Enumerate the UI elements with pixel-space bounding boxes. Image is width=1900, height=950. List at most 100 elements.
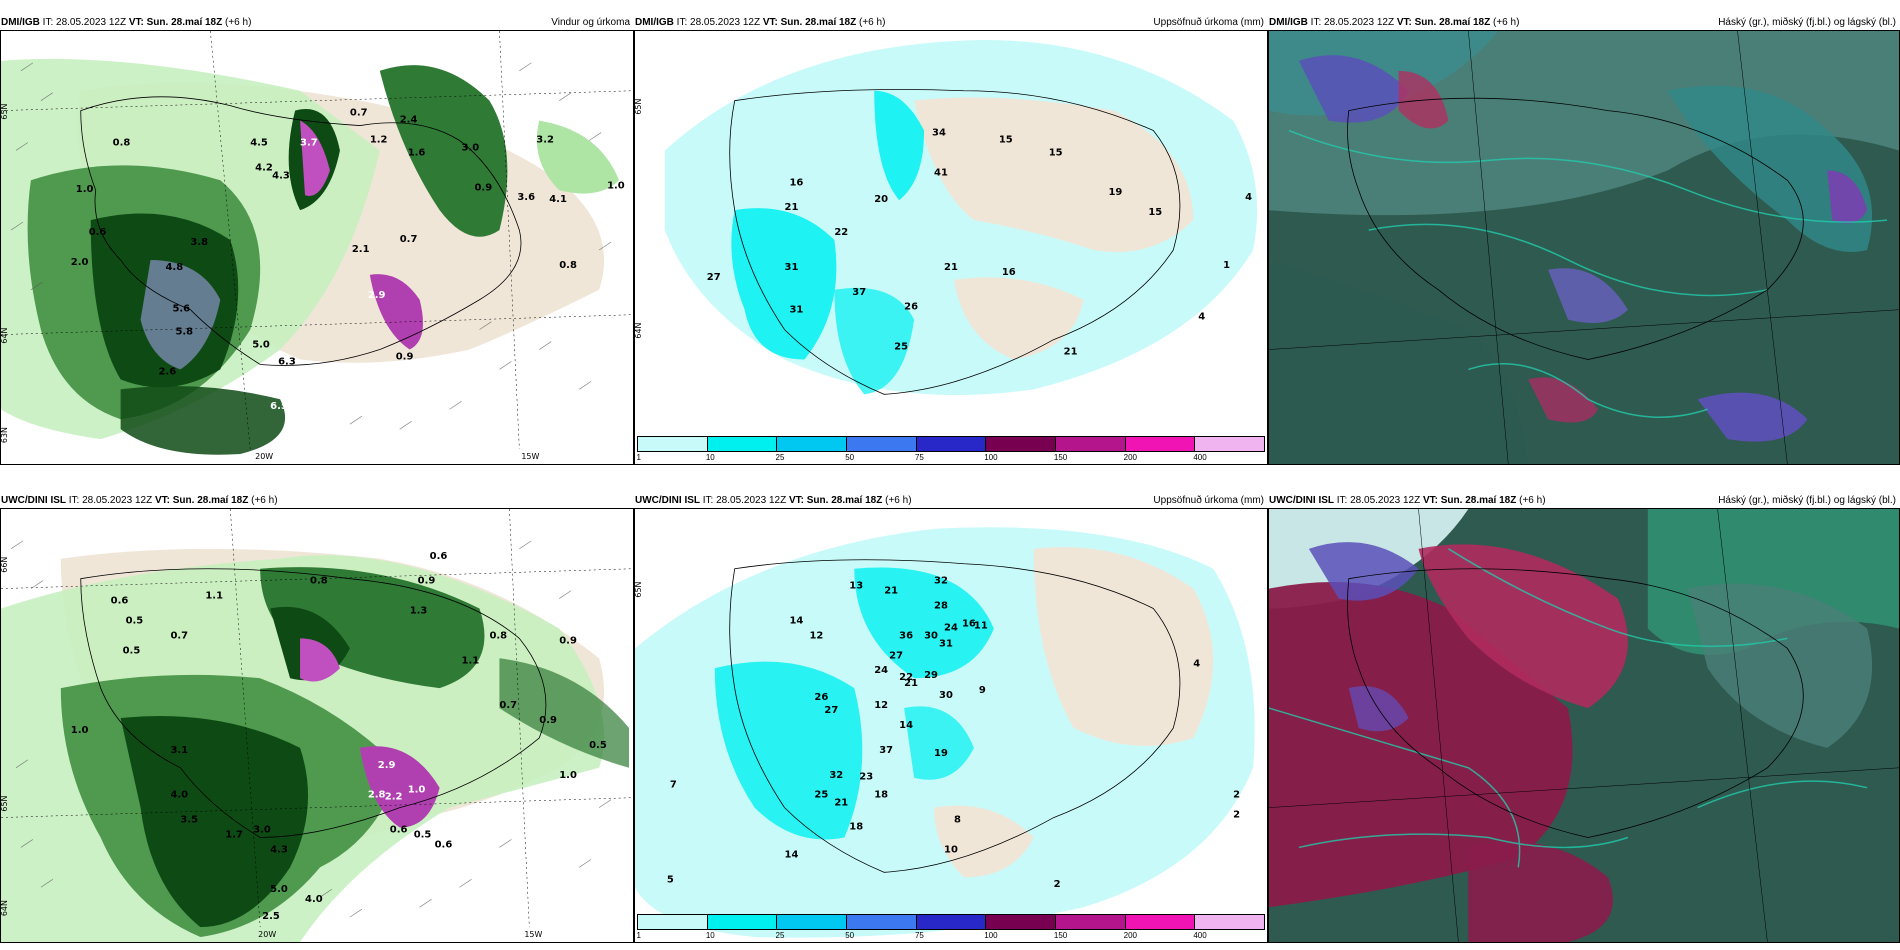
svg-text:2.8: 2.8 [368,790,386,801]
svg-text:63N: 63N [1,427,9,443]
svg-text:0.9: 0.9 [396,351,414,362]
colorbar-tick: 75 [914,453,924,462]
swatch [707,437,778,451]
svg-text:2.1: 2.1 [352,244,370,255]
svg-text:64N: 64N [1,327,9,343]
swatch [1056,437,1126,451]
svg-text:3.0: 3.0 [462,142,480,153]
svg-text:21: 21 [944,262,958,273]
svg-text:37: 37 [852,287,866,298]
svg-text:23: 23 [859,772,873,783]
panel-header: DMI/IGB IT: 28.05.2023 12Z VT: Sun. 28.m… [1,17,630,28]
svg-text:3.7: 3.7 [300,137,318,148]
svg-text:2: 2 [1233,790,1240,801]
svg-text:64N: 64N [1,900,9,916]
svg-text:2.6: 2.6 [159,366,177,377]
svg-text:34: 34 [932,128,946,139]
map-frame: 0.8 1.0 0.6 2.0 4.5 4.2 4.3 3.7 0.7 1.2 2.4 1.6 … [0,30,634,465]
svg-text:16: 16 [790,177,804,188]
colorbar-tick: 75 [914,931,924,940]
colorbar-tick: 400 [1193,931,1207,940]
colorbar-tick: 400 [1193,453,1207,462]
swatch [986,915,1057,929]
colorbar-tick: 100 [984,931,998,940]
svg-text:66N: 66N [1,557,9,573]
svg-text:4.0: 4.0 [170,790,188,801]
svg-text:15: 15 [1148,207,1162,218]
svg-text:0.8: 0.8 [113,137,131,148]
map-frame: 13 21 32 28 24 16 11 14 30 31 36 12 27 24 22 29 30 2… [634,508,1268,943]
wind-precip-map: 0.60.60.9 0.81.10.5 0.70.50.9 1.03.14.0 … [1,509,633,942]
colorbar-tick: 25 [775,453,785,462]
swatch [638,915,708,929]
svg-text:3.0: 3.0 [253,825,271,836]
svg-text:19: 19 [934,748,948,759]
svg-text:3.5: 3.5 [180,815,198,826]
svg-text:3.1: 3.1 [170,745,188,756]
colorbar-ticks: 1 10 25 50 75 100 150 200 400 [637,453,1265,463]
panel-header: UWC/DINI ISL IT: 28.05.2023 12Z VT: Sun.… [1,495,278,506]
svg-text:4.0: 4.0 [305,894,323,905]
svg-text:32: 32 [934,576,948,587]
colorbar-tick: 200 [1123,931,1137,940]
svg-text:28: 28 [934,601,948,612]
colorbar-tick: 10 [705,453,715,462]
map-frame: 34 41 15 15 16 20 19 15 21 22 4 27 31 21 16 1 37 31 … [634,30,1268,465]
swatch [638,437,708,451]
svg-text:30: 30 [939,690,953,701]
svg-text:14: 14 [899,720,913,731]
svg-text:4: 4 [1245,192,1252,203]
svg-text:1.2: 1.2 [370,134,388,145]
colorbar-tick: 50 [845,931,855,940]
colorbar-tick: 200 [1123,453,1137,462]
svg-text:22: 22 [899,672,913,683]
colorbar-tick: 25 [775,931,785,940]
svg-text:0.8: 0.8 [310,576,328,587]
swatch [986,437,1057,451]
svg-text:26: 26 [904,302,918,313]
panel-header: DMI/IGB IT: 28.05.2023 12Z VT: Sun. 28.m… [635,17,1264,28]
swatch [1195,437,1265,451]
swatch [847,437,917,451]
cloud-cover-map [1269,509,1899,942]
colorbar-tick: 1 [636,931,642,940]
svg-text:2.9: 2.9 [368,290,386,301]
panel-uwc-cloud-cover: UWC/DINI ISL IT: 28.05.2023 12Z VT: Sun.… [1268,493,1900,943]
svg-text:10: 10 [944,844,958,855]
svg-text:18: 18 [849,822,863,833]
svg-text:15W: 15W [524,930,542,939]
swatch [1195,915,1265,929]
svg-text:0.9: 0.9 [539,715,557,726]
svg-text:1.3: 1.3 [410,606,428,617]
swatch [847,915,917,929]
svg-text:25: 25 [814,790,828,801]
svg-text:0.5: 0.5 [589,740,607,751]
svg-text:6.3: 6.3 [278,356,296,367]
svg-text:20W: 20W [258,930,276,939]
svg-text:26: 26 [814,692,828,703]
svg-text:12: 12 [809,630,823,641]
svg-text:2.2: 2.2 [385,792,403,803]
svg-text:16: 16 [962,618,976,629]
svg-text:15W: 15W [521,452,539,461]
svg-text:3.2: 3.2 [536,134,554,145]
panel-header: UWC/DINI ISL IT: 28.05.2023 12Z VT: Sun.… [635,495,1264,506]
svg-text:36: 36 [899,630,913,641]
panel-header: UWC/DINI ISL IT: 28.05.2023 12Z VT: Sun.… [1269,495,1896,506]
svg-text:0.6: 0.6 [435,839,453,850]
svg-text:15: 15 [1049,147,1063,158]
svg-text:21: 21 [1064,347,1078,358]
panel-uwc-wind-precip: UWC/DINI ISL IT: 28.05.2023 12Z VT: Sun.… [0,493,634,943]
svg-text:1.7: 1.7 [225,829,243,840]
panel-dmi-wind-precip: DMI/IGB IT: 28.05.2023 12Z VT: Sun. 28.m… [0,15,634,465]
svg-text:0.9: 0.9 [418,576,436,587]
svg-text:65N: 65N [1,103,9,119]
svg-text:2: 2 [1233,810,1240,821]
colorbar-tick: 100 [984,453,998,462]
panel-dmi-accum-precip: DMI/IGB IT: 28.05.2023 12Z VT: Sun. 28.m… [634,15,1268,465]
svg-text:0.7: 0.7 [350,108,368,119]
svg-text:7: 7 [670,780,677,791]
svg-text:15: 15 [999,134,1013,145]
swatch [777,915,848,929]
